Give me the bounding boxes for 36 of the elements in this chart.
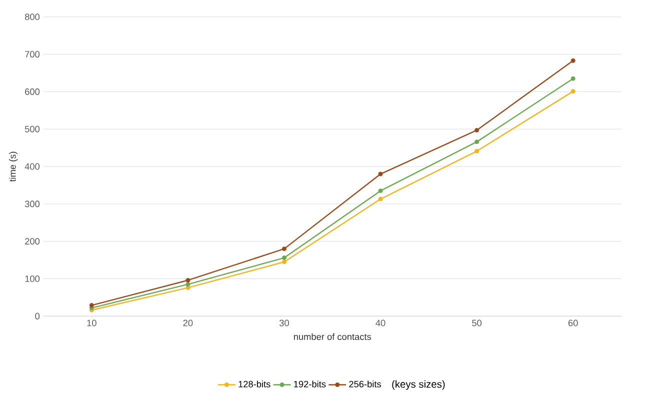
- point: [89, 303, 94, 308]
- y-axis-title: time (s): [9, 152, 18, 182]
- legend-label: 256-bits: [349, 380, 382, 388]
- legend-title: (keys sizes): [392, 380, 445, 390]
- y-tick-label: 800: [25, 14, 40, 20]
- legend-label: 192-bits: [294, 380, 326, 388]
- y-tick-label: 600: [25, 88, 40, 95]
- point: [474, 148, 480, 154]
- point: [282, 246, 286, 252]
- x-tick-label: 40: [376, 320, 386, 326]
- y-tick-label: 0: [35, 312, 40, 320]
- point: [474, 140, 480, 144]
- x-tick-label: 10: [87, 320, 96, 326]
- legend-label: 128-bits: [238, 380, 270, 388]
- point: [378, 172, 383, 176]
- point: [378, 196, 383, 202]
- y-tick-label: 200: [25, 238, 40, 245]
- point: [378, 188, 383, 194]
- y-tick-label: 700: [25, 51, 40, 58]
- x-tick-label: 20: [183, 320, 193, 326]
- point: [282, 256, 286, 260]
- point: [570, 89, 576, 94]
- y-tick-label: 100: [25, 275, 40, 282]
- point: [474, 128, 480, 132]
- x-tick-label: 50: [472, 320, 482, 326]
- point: [282, 260, 286, 264]
- y-tick-label: 500: [24, 126, 40, 132]
- point: [186, 278, 190, 282]
- y-tick-label: 400: [24, 163, 40, 170]
- point: [186, 282, 190, 287]
- point: [570, 58, 576, 63]
- y-tick-label: 300: [24, 200, 40, 208]
- point: [570, 76, 576, 81]
- x-tick-label: 30: [279, 320, 289, 326]
- x-axis-title: number of contacts: [294, 333, 372, 340]
- x-tick-label: 60: [568, 320, 578, 326]
